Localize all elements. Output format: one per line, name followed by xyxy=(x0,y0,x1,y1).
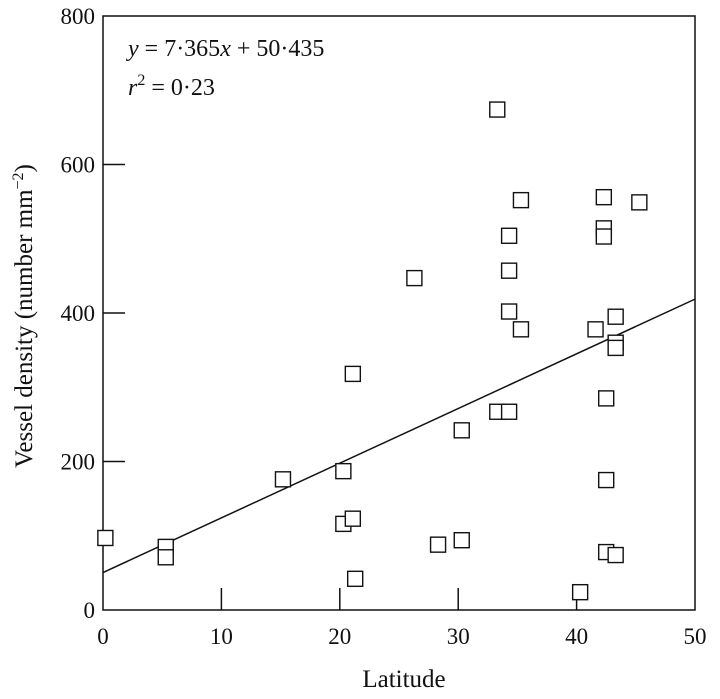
data-point xyxy=(274,471,292,488)
data-point xyxy=(453,532,470,549)
data-point xyxy=(500,227,518,244)
y-tick-label: 400 xyxy=(61,301,96,326)
data-point xyxy=(631,194,648,211)
data-point xyxy=(571,583,589,601)
y-tick-label: 600 xyxy=(61,153,96,178)
data-point xyxy=(595,188,613,206)
data-point xyxy=(97,529,114,547)
r-squared-annotation: r2 = 0·23 xyxy=(128,72,215,101)
tick-labels: 0 10 20 30 40 50 0 200 400 600 800 xyxy=(61,4,707,649)
data-point xyxy=(500,303,518,320)
y-axis-title: Vessel density (number mm−2) xyxy=(10,164,38,468)
data-point xyxy=(406,269,423,287)
data-point xyxy=(453,422,470,439)
x-axis-title: Latitude xyxy=(362,666,445,693)
data-point xyxy=(598,390,615,407)
data-point xyxy=(587,321,604,338)
data-point xyxy=(489,101,506,118)
data-point xyxy=(500,403,518,420)
x-tick-label: 50 xyxy=(684,624,707,649)
data-point xyxy=(344,365,362,383)
regression-line xyxy=(102,298,696,574)
y-tick-label: 0 xyxy=(84,598,96,623)
data-point xyxy=(344,510,362,527)
plot-frame xyxy=(102,15,696,611)
x-tick-label: 40 xyxy=(565,624,588,649)
x-tick-label: 0 xyxy=(97,624,109,649)
data-points xyxy=(97,101,648,601)
data-point xyxy=(607,339,624,357)
data-point xyxy=(512,191,530,209)
equation-annotation: y = 7·365x + 50·435 xyxy=(126,36,324,62)
axis-ticks xyxy=(103,163,578,610)
data-point xyxy=(500,262,518,279)
data-point xyxy=(598,471,615,489)
x-tick-label: 30 xyxy=(447,624,470,649)
data-point xyxy=(607,308,624,325)
data-point xyxy=(335,462,352,480)
data-point xyxy=(346,570,364,588)
data-point xyxy=(595,228,613,245)
data-point xyxy=(157,549,174,566)
y-tick-label: 800 xyxy=(61,4,96,29)
data-point xyxy=(607,546,624,564)
data-point xyxy=(512,321,530,338)
x-tick-label: 20 xyxy=(328,624,351,649)
x-tick-label: 10 xyxy=(210,624,233,649)
data-point xyxy=(429,536,447,553)
y-tick-label: 200 xyxy=(61,450,96,475)
